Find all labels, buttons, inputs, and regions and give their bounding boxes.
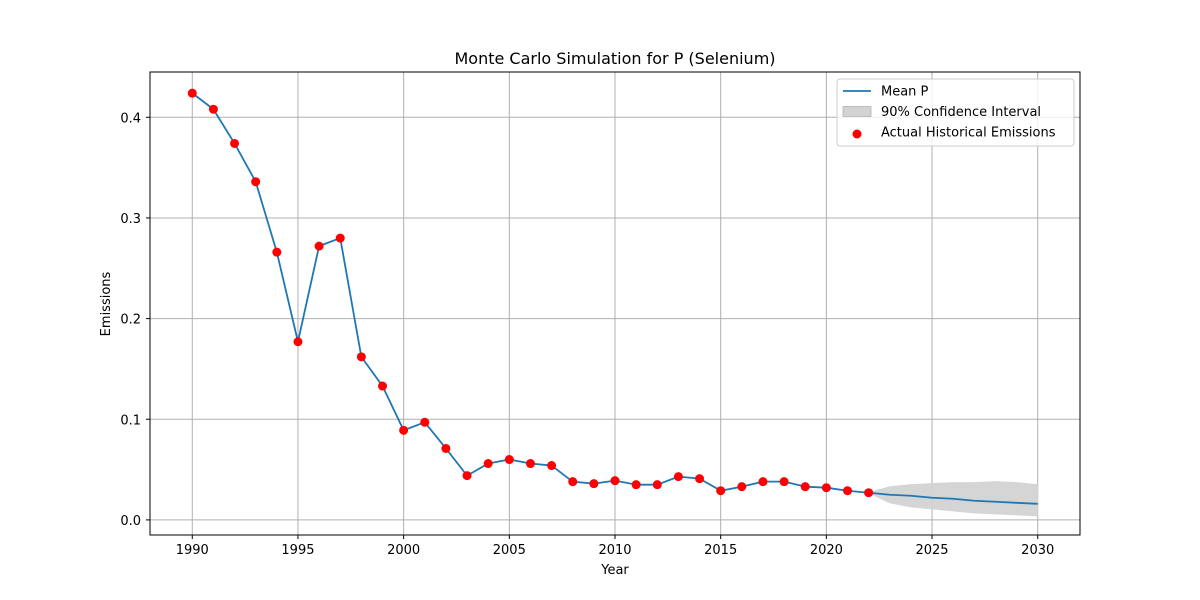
ticks: 1990 1995 2000 2005 2010 2015 2020 2025 2030 0.0 0…	[120, 111, 1054, 558]
historical-emission-point	[673, 472, 683, 482]
historical-emission-point	[716, 486, 726, 496]
historical-emission-point	[230, 138, 240, 148]
legend-label: 90% Confidence Interval	[881, 105, 1041, 120]
historical-emission-point	[631, 480, 641, 490]
historical-emission-point	[504, 455, 514, 465]
historical-emission-point	[483, 459, 493, 469]
historical-emission-point	[462, 471, 472, 481]
legend: Mean P 90% Confidence Interval Actual Hist…	[836, 78, 1075, 147]
x-tick-label: 2030	[1021, 543, 1054, 558]
historical-emission-point	[843, 486, 852, 496]
y-axis-label: Emissions	[99, 271, 114, 336]
y-tick-label: 0.1	[120, 413, 141, 428]
historical-emission-point	[208, 104, 218, 114]
historical-emission-point	[779, 477, 789, 487]
historical-emission-point	[610, 476, 620, 486]
historical-emission-point	[589, 479, 599, 489]
historical-emission-point	[420, 417, 430, 427]
historical-emission-point	[547, 461, 557, 471]
historical-emission-point	[652, 480, 662, 490]
historical-emission-point	[864, 488, 874, 498]
y-tick-label: 0.0	[120, 514, 141, 529]
y-tick-label: 0.3	[120, 212, 141, 227]
historical-emission-point	[568, 477, 578, 487]
historical-emission-point	[356, 352, 366, 362]
x-tick-label: 2015	[704, 543, 737, 558]
x-tick-label: 2005	[493, 543, 526, 558]
historical-emission-point	[525, 459, 535, 469]
x-tick-label: 1995	[281, 543, 314, 558]
historical-emission-point	[821, 483, 831, 493]
y-tick-label: 0.2	[120, 313, 141, 328]
x-tick-label: 2000	[387, 543, 420, 558]
historical-emission-point	[441, 443, 451, 453]
historical-emission-point	[737, 482, 747, 492]
historical-emission-point	[251, 177, 261, 187]
legend-box	[836, 78, 1075, 147]
historical-emission-point	[335, 233, 345, 243]
x-tick-label: 2020	[810, 543, 843, 558]
legend-band-swatch	[842, 106, 872, 117]
chart-title: Monte Carlo Simulation for P (Selenium)	[454, 49, 775, 68]
legend-label: Actual Historical Emissions	[881, 126, 1056, 141]
historical-emission-point	[695, 474, 705, 484]
historical-emission-point	[272, 247, 282, 257]
historical-emission-point	[800, 482, 810, 492]
historical-emission-point	[378, 381, 387, 391]
y-tick-label: 0.4	[120, 111, 141, 126]
historical-emission-point	[758, 477, 768, 487]
x-tick-label: 2010	[598, 543, 631, 558]
x-axis-label: Year	[600, 563, 629, 578]
legend-label: Mean P	[881, 85, 929, 100]
x-tick-label: 1990	[176, 543, 209, 558]
historical-emission-point	[399, 425, 409, 435]
x-tick-label: 2025	[915, 543, 948, 558]
scatter-layer	[187, 88, 874, 498]
historical-emission-point	[293, 337, 303, 347]
historical-emission-point	[314, 241, 324, 251]
historical-emission-point	[187, 88, 197, 98]
legend-scatter-swatch	[852, 129, 862, 139]
